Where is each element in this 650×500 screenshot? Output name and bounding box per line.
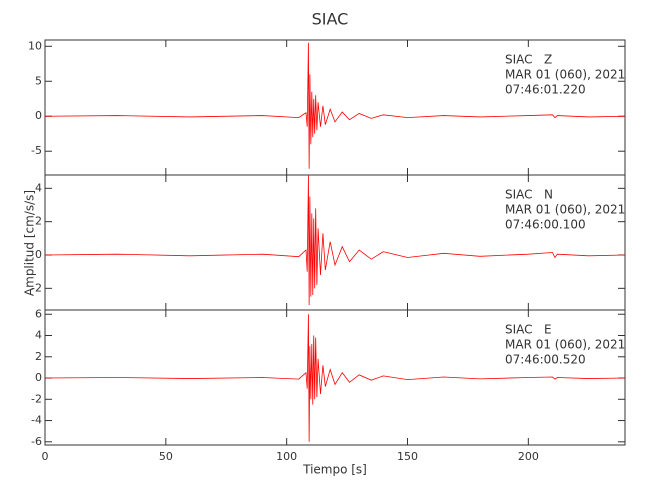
y-tick-label: 4 (35, 181, 42, 194)
x-axis-label: Tiempo [s] (302, 463, 367, 477)
panel-frame (44, 309, 626, 446)
x-tick-label: 0 (42, 450, 49, 463)
waveform (44, 314, 626, 442)
x-tick-label: 50 (159, 450, 173, 463)
trace-info: MAR 01 (060), 2021 (505, 338, 625, 352)
trace-info: 07:46:01.220 (505, 83, 586, 97)
waveform (44, 42, 626, 169)
y-tick-label: 0 (35, 248, 42, 261)
chart-title: SIAC (312, 10, 349, 29)
trace-info: MAR 01 (060), 2021 (505, 203, 625, 217)
x-tick-label: 100 (276, 450, 297, 463)
y-tick-label: -4 (31, 414, 42, 427)
x-tick-label: 150 (397, 450, 418, 463)
y-tick-label: 2 (35, 215, 42, 228)
trace-info: 07:46:00.100 (505, 218, 586, 232)
trace-info: SIAC E (505, 323, 552, 337)
y-tick-label: -5 (31, 144, 42, 157)
trace-info: MAR 01 (060), 2021 (505, 68, 625, 82)
y-tick-label: 10 (28, 39, 42, 52)
trace-info: SIAC N (505, 188, 553, 202)
waveform (44, 174, 626, 306)
y-tick-label: 5 (35, 74, 42, 87)
y-tick-label: -6 (31, 435, 42, 448)
y-axis-label: Amplitud [cm/s/s] (23, 190, 37, 296)
y-tick-label: -2 (31, 392, 42, 405)
x-tick-label: 200 (518, 450, 539, 463)
trace-info: SIAC Z (505, 53, 552, 67)
y-tick-label: 4 (35, 329, 42, 342)
y-tick-label: -2 (31, 281, 42, 294)
y-tick-label: 2 (35, 350, 42, 363)
trace-info: 07:46:00.520 (505, 353, 586, 367)
y-tick-label: 6 (35, 307, 42, 320)
y-tick-label: 0 (35, 371, 42, 384)
y-tick-label: 0 (35, 109, 42, 122)
